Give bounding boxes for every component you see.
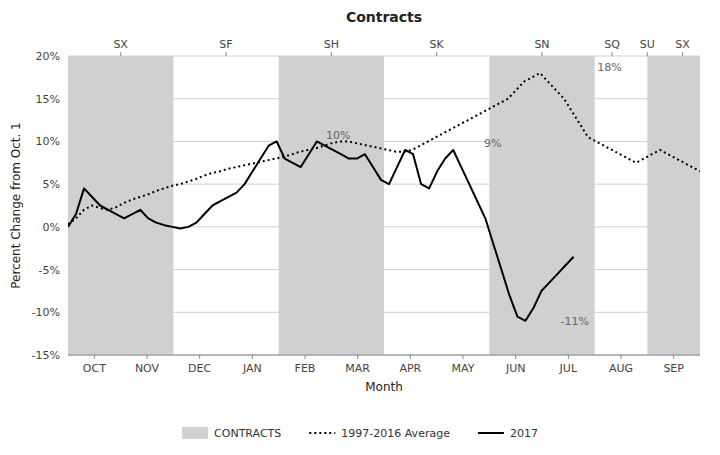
x-tick (305, 355, 306, 359)
x2-tick (226, 52, 227, 56)
x-tick-label: MAY (452, 362, 475, 375)
contract-shade (279, 56, 384, 355)
y-tick-label: -15% (32, 349, 60, 362)
y-tick-label: -10% (32, 306, 60, 319)
y-tick-label: 0% (43, 221, 60, 234)
legend: CONTRACTS 1997-2016 Average 2017 (182, 427, 538, 440)
legend-swatch (309, 432, 335, 434)
grid-line (68, 355, 700, 356)
x2-tick-label: SH (324, 38, 339, 51)
legend-label: 1997-2016 Average (341, 427, 450, 440)
x-tick-label: JAN (242, 362, 262, 375)
y-tick-label: 10% (36, 135, 60, 148)
grid-line (68, 56, 700, 57)
x-tick (357, 355, 358, 359)
x-tick (673, 355, 674, 359)
grid-line (68, 226, 700, 227)
x-tick (147, 355, 148, 359)
grid-line (68, 141, 700, 142)
x-tick (515, 355, 516, 359)
x-tick-label: JUL (559, 362, 578, 375)
legend-swatch (478, 432, 504, 434)
x-tick (410, 355, 411, 359)
chart-title: Contracts (346, 9, 422, 25)
x-tick-label: SEP (663, 362, 684, 375)
x-tick-label: FEB (295, 362, 316, 375)
annotation: 10% (326, 129, 350, 142)
legend-swatch (182, 427, 208, 439)
grid-line (68, 269, 700, 270)
grid-line (68, 184, 700, 185)
x-tick-label: DEC (188, 362, 211, 375)
x-tick-label: MAR (345, 362, 370, 375)
x-tick (621, 355, 622, 359)
y-tick-label: -5% (39, 264, 60, 277)
x2-tick (436, 52, 437, 56)
x2-tick (612, 52, 613, 56)
x-tick (94, 355, 95, 359)
contract-shade (647, 56, 700, 355)
x-axis-title: Month (365, 380, 403, 394)
x-tick-label: JUN (505, 362, 526, 375)
legend-label: 2017 (510, 427, 538, 440)
x2-tick (542, 52, 543, 56)
x-axis-line (68, 355, 700, 356)
x-tick (568, 355, 569, 359)
x-tick-label: AUG (609, 362, 633, 375)
contract-shades (68, 56, 700, 355)
x2-tick-label: SU (640, 38, 655, 51)
contract-shade (489, 56, 594, 355)
y-grid (68, 56, 700, 355)
y-tick-label: 15% (36, 93, 60, 106)
x2-tick (331, 52, 332, 56)
annotation: 18% (597, 61, 621, 74)
x-tick (463, 355, 464, 359)
series-line (68, 141, 574, 320)
x2-tick (682, 52, 683, 56)
grid-line (68, 312, 700, 313)
annotation: 9% (484, 137, 501, 150)
x2-tick-label: SK (430, 38, 445, 51)
y-axis-title: Percent Change from Oct. 1 (9, 122, 23, 288)
series-line (68, 73, 700, 224)
x-tick (252, 355, 253, 359)
x2-tick-label: SF (219, 38, 232, 51)
x2-tick (647, 52, 648, 56)
x2-tick-label: SN (534, 38, 549, 51)
x2-tick-label: SQ (604, 38, 620, 51)
x-tick (199, 355, 200, 359)
x-tick-label: OCT (83, 362, 106, 375)
y-tick-label: 5% (43, 178, 60, 191)
x2-tick-label: SX (675, 38, 690, 51)
x2-tick-label: SX (113, 38, 128, 51)
y-tick-label: 20% (36, 50, 60, 63)
annotation: -11% (560, 315, 588, 328)
grid-line (68, 98, 700, 99)
legend-label: CONTRACTS (214, 427, 281, 440)
background (0, 0, 720, 455)
x2-tick (120, 52, 121, 56)
x-tick-label: APR (399, 362, 421, 375)
x-tick-label: NOV (135, 362, 160, 375)
chart: -15% -10% -5% 0% 5% 10% 15% 20% OCT NOV DEC JAN FEB M… (0, 0, 720, 455)
lines (68, 73, 700, 321)
